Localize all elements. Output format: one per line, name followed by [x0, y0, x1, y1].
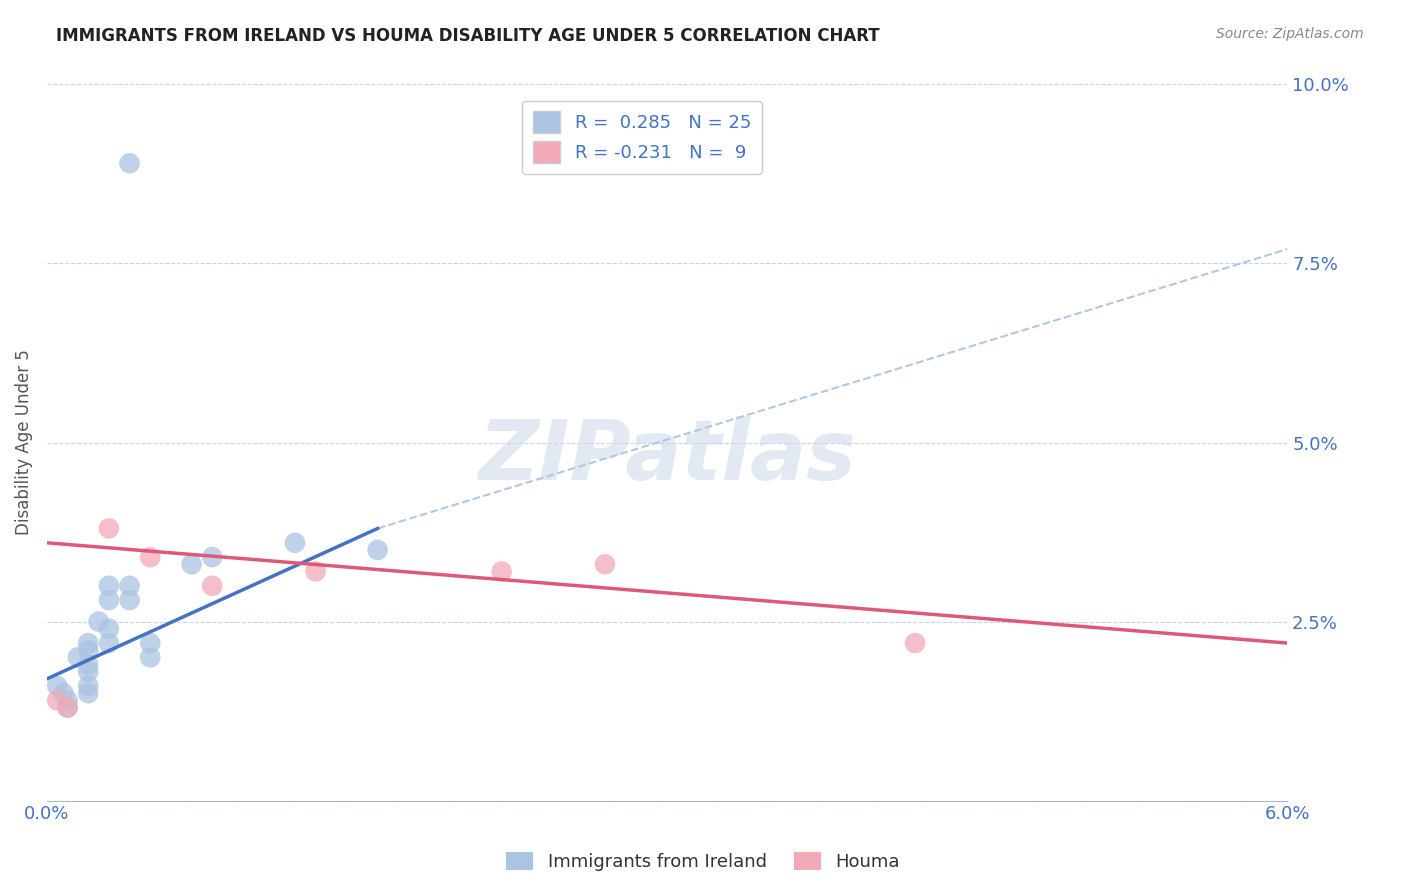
- Point: [97, 622, 120, 636]
- Text: ZIPatlas: ZIPatlas: [478, 417, 856, 498]
- Point: [97, 593, 120, 607]
- Point: [77, 636, 100, 650]
- Point: [77, 679, 100, 693]
- Point: [56, 693, 79, 707]
- Text: Source: ZipAtlas.com: Source: ZipAtlas.com: [1216, 27, 1364, 41]
- Point: [180, 558, 202, 572]
- Point: [56, 700, 79, 714]
- Point: [118, 156, 141, 170]
- Point: [77, 665, 100, 679]
- Point: [139, 650, 162, 665]
- Point: [46, 693, 69, 707]
- Point: [139, 550, 162, 565]
- Legend: R =  0.285   N = 25, R = -0.231   N =  9: R = 0.285 N = 25, R = -0.231 N = 9: [523, 101, 762, 174]
- Point: [904, 636, 927, 650]
- Point: [284, 536, 307, 550]
- Point: [97, 521, 120, 535]
- Point: [201, 579, 224, 593]
- Point: [46, 679, 69, 693]
- Point: [66, 650, 89, 665]
- Point: [118, 593, 141, 607]
- Legend: Immigrants from Ireland, Houma: Immigrants from Ireland, Houma: [499, 845, 907, 879]
- Point: [56, 700, 79, 714]
- Point: [491, 565, 513, 579]
- Point: [97, 636, 120, 650]
- Y-axis label: Disability Age Under 5: Disability Age Under 5: [15, 350, 32, 535]
- Point: [87, 615, 110, 629]
- Point: [77, 686, 100, 700]
- Point: [52, 686, 75, 700]
- Point: [304, 565, 326, 579]
- Point: [97, 579, 120, 593]
- Point: [118, 579, 141, 593]
- Point: [77, 657, 100, 672]
- Point: [201, 550, 224, 565]
- Point: [139, 636, 162, 650]
- Text: IMMIGRANTS FROM IRELAND VS HOUMA DISABILITY AGE UNDER 5 CORRELATION CHART: IMMIGRANTS FROM IRELAND VS HOUMA DISABIL…: [56, 27, 880, 45]
- Point: [367, 543, 389, 558]
- Point: [593, 558, 616, 572]
- Point: [77, 643, 100, 657]
